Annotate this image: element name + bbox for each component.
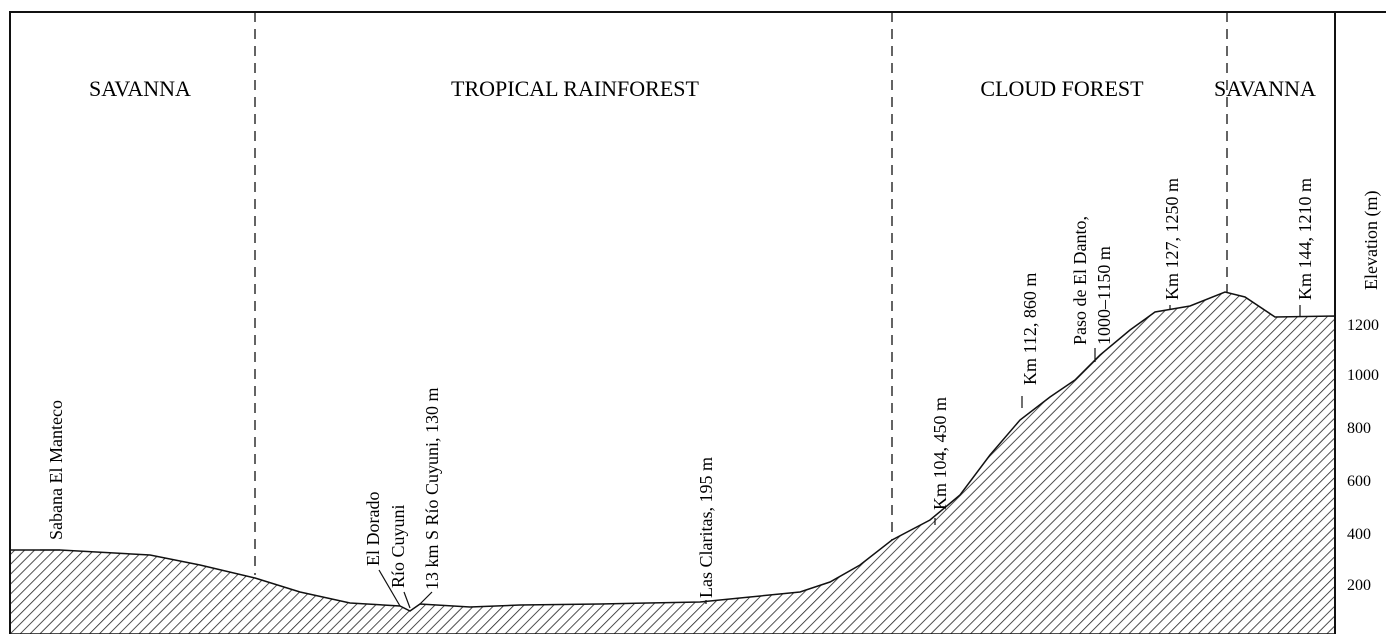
zone-label: SAVANNA [89, 76, 191, 101]
tick-label: 600 [1347, 473, 1371, 490]
tick-label: 400 [1347, 526, 1371, 543]
axis-label: Elevation (m) [1361, 191, 1382, 290]
landmark-label: 13 km S Río Cuyuni, 130 m [422, 387, 442, 590]
landmark-label: Km 127, 1250 m [1162, 178, 1182, 300]
leader-line [403, 591, 411, 609]
landmark-label: El Dorado [363, 492, 383, 566]
zone-dividers [254, 12, 1228, 575]
tick-label: 800 [1347, 420, 1371, 437]
landmark-label: Río Cuyuni [388, 504, 408, 588]
landmark-label: Sabana El Manteco [46, 400, 66, 540]
landmark-label: Km 112, 860 m [1020, 273, 1040, 385]
zone-label: TROPICAL RAINFOREST [451, 76, 699, 101]
landmark-label: Paso de El Danto, [1070, 216, 1090, 345]
frame [9, 11, 1386, 634]
zone-label: SAVANNA [1214, 76, 1316, 101]
leader-line [419, 591, 433, 605]
landmark-label: Km 144, 1210 m [1295, 178, 1315, 300]
leader-line [378, 569, 401, 607]
tick-label: 1000 [1347, 367, 1379, 384]
landmark-label: Las Claritas, 195 m [696, 457, 716, 598]
landmark-label: 1000–1150 m [1094, 246, 1114, 345]
terrain [9, 291, 1336, 634]
landmark-label: Km 104, 450 m [930, 397, 950, 510]
tick-label: 1200 [1347, 317, 1379, 334]
tick-label: 200 [1347, 577, 1371, 594]
zone-label: CLOUD FOREST [980, 76, 1144, 101]
